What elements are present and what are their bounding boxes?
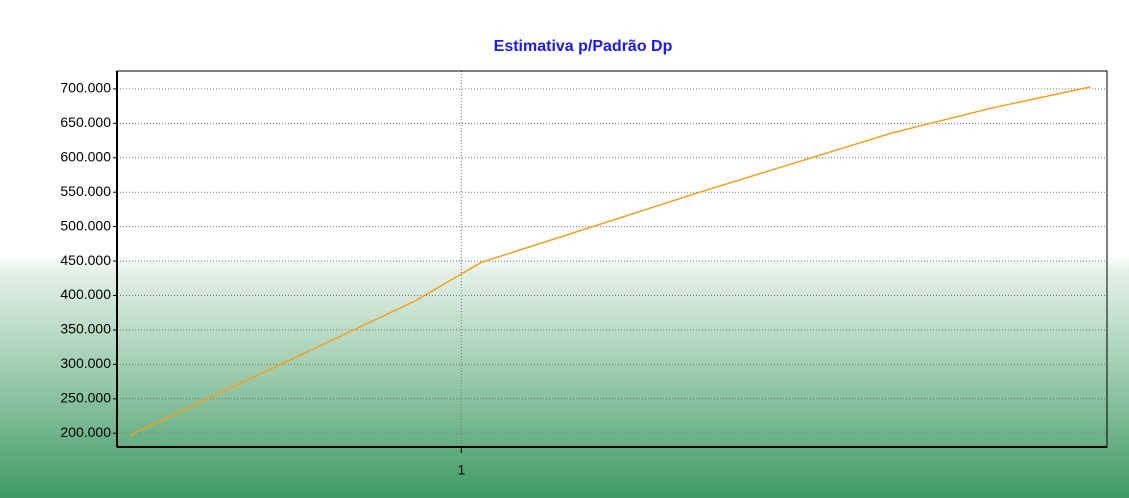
y-tick-label: 350.000	[60, 321, 111, 337]
y-tick-label: 500.000	[60, 217, 111, 233]
plot-border	[116, 70, 1108, 448]
y-tick-label: 250.000	[60, 389, 111, 405]
y-tick-label: 400.000	[60, 286, 111, 302]
chart-title: Estimativa p/Padrão Dp	[494, 38, 673, 55]
y-tick-label: 300.000	[60, 355, 111, 371]
y-tick-label: 650.000	[60, 114, 111, 130]
x-tick-label: 1	[457, 462, 465, 478]
y-tick-label: 450.000	[60, 252, 111, 268]
y-tick-label: 600.000	[60, 148, 111, 164]
y-tick-label: 200.000	[60, 424, 111, 440]
frame	[8, 0, 1121, 498]
y-tick-label: 550.000	[60, 183, 111, 199]
series-line	[129, 86, 1091, 436]
y-tick-label: 700.000	[60, 80, 111, 96]
